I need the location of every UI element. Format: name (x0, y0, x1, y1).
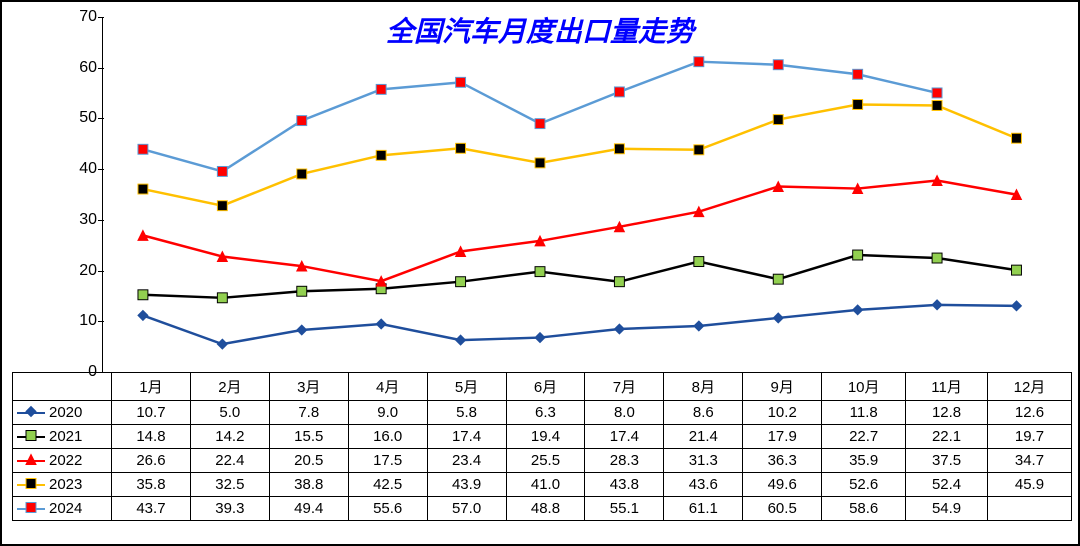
data-cell: 19.7 (987, 425, 1071, 449)
data-cell: 14.2 (190, 425, 269, 449)
data-cell: 49.4 (269, 497, 348, 521)
data-cell: 7.8 (269, 401, 348, 425)
data-cell: 39.3 (190, 497, 269, 521)
data-cell: 20.5 (269, 449, 348, 473)
data-cell: 55.6 (348, 497, 427, 521)
data-cell: 38.8 (269, 473, 348, 497)
data-cell: 43.7 (112, 497, 191, 521)
data-cell: 12.8 (906, 401, 988, 425)
data-cell: 41.0 (506, 473, 585, 497)
data-cell: 31.3 (664, 449, 743, 473)
month-header: 2月 (190, 373, 269, 401)
data-cell: 22.1 (906, 425, 988, 449)
data-cell: 54.9 (906, 497, 988, 521)
series-legend: 2020 (13, 401, 112, 425)
data-cell: 28.3 (585, 449, 664, 473)
data-table: 1月2月3月4月5月6月7月8月9月10月11月12月 202010.75.07.… (12, 372, 1072, 521)
data-cell: 9.0 (348, 401, 427, 425)
month-header: 12月 (987, 373, 1071, 401)
data-cell: 10.7 (112, 401, 191, 425)
data-cell: 43.9 (427, 473, 506, 497)
series-legend: 2024 (13, 497, 112, 521)
month-header: 7月 (585, 373, 664, 401)
data-cell: 35.8 (112, 473, 191, 497)
data-cell: 12.6 (987, 401, 1071, 425)
data-cell: 17.4 (585, 425, 664, 449)
month-header: 9月 (743, 373, 822, 401)
data-cell: 11.8 (822, 401, 906, 425)
data-cell: 14.8 (112, 425, 191, 449)
data-cell: 52.6 (822, 473, 906, 497)
data-cell: 35.9 (822, 449, 906, 473)
data-cell: 22.4 (190, 449, 269, 473)
data-cell: 25.5 (506, 449, 585, 473)
month-header: 1月 (112, 373, 191, 401)
data-cell: 8.6 (664, 401, 743, 425)
month-header: 3月 (269, 373, 348, 401)
series-legend: 2022 (13, 449, 112, 473)
data-cell: 5.0 (190, 401, 269, 425)
data-cell: 5.8 (427, 401, 506, 425)
data-cell: 49.6 (743, 473, 822, 497)
month-header: 8月 (664, 373, 743, 401)
data-cell: 15.5 (269, 425, 348, 449)
data-cell: 60.5 (743, 497, 822, 521)
data-cell: 36.3 (743, 449, 822, 473)
month-header: 6月 (506, 373, 585, 401)
data-cell: 23.4 (427, 449, 506, 473)
data-cell: 57.0 (427, 497, 506, 521)
data-cell: 26.6 (112, 449, 191, 473)
series-legend: 2021 (13, 425, 112, 449)
data-cell: 21.4 (664, 425, 743, 449)
data-cell: 42.5 (348, 473, 427, 497)
data-cell: 16.0 (348, 425, 427, 449)
data-cell: 19.4 (506, 425, 585, 449)
data-cell: 10.2 (743, 401, 822, 425)
data-cell: 17.5 (348, 449, 427, 473)
data-cell: 34.7 (987, 449, 1071, 473)
month-header: 5月 (427, 373, 506, 401)
data-cell (987, 497, 1071, 521)
data-cell: 48.8 (506, 497, 585, 521)
data-cell: 22.7 (822, 425, 906, 449)
month-header: 4月 (348, 373, 427, 401)
data-cell: 58.6 (822, 497, 906, 521)
data-cell: 55.1 (585, 497, 664, 521)
series-legend: 2023 (13, 473, 112, 497)
data-cell: 43.6 (664, 473, 743, 497)
data-cell: 43.8 (585, 473, 664, 497)
data-cell: 17.9 (743, 425, 822, 449)
data-cell: 17.4 (427, 425, 506, 449)
data-cell: 37.5 (906, 449, 988, 473)
data-cell: 61.1 (664, 497, 743, 521)
month-header: 11月 (906, 373, 988, 401)
chart-container: 全国汽车月度出口量走势 010203040506070 1月2月3月4月5月6月… (0, 0, 1080, 546)
data-cell: 45.9 (987, 473, 1071, 497)
data-cell: 52.4 (906, 473, 988, 497)
data-cell: 6.3 (506, 401, 585, 425)
data-cell: 32.5 (190, 473, 269, 497)
data-cell: 8.0 (585, 401, 664, 425)
month-header: 10月 (822, 373, 906, 401)
